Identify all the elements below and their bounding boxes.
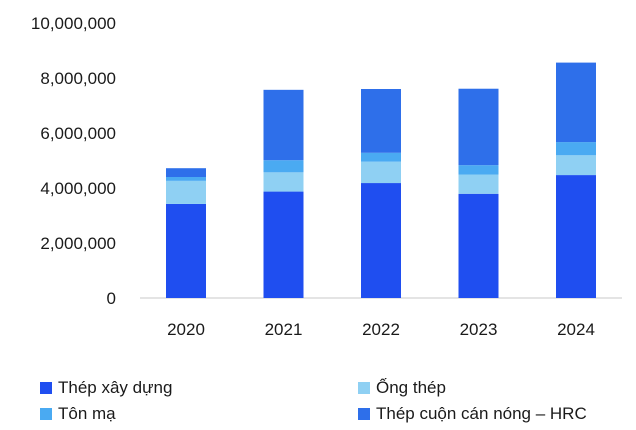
x-tick-label: 2024 [557,320,595,339]
x-tick-label: 2020 [167,320,205,339]
bar-segment [556,175,596,298]
bar-segment [556,155,596,176]
bar-segment [166,168,206,177]
legend-label: Thép xây dựng [58,378,173,397]
y-axis-ticks: 0 2,000,000 4,000,000 6,000,000 8,000,000 10,… [31,14,116,308]
y-tick-label: 2,000,000 [40,234,116,253]
bar-segment [263,160,304,173]
legend-swatch [40,382,52,394]
bar-segment [263,172,304,192]
legend-item-thep-cuon-can-nong-hrc: Thép cuộn cán nóng – HRC [358,402,587,426]
bar-segment [361,161,401,184]
bar-segment [556,62,596,143]
stacked-bar-chart: 0 2,000,000 4,000,000 6,000,000 8,000,000 10,… [31,14,622,339]
y-tick-label: 0 [107,289,116,308]
bar-segment [458,193,499,298]
bar-segment [361,89,401,153]
y-tick-label: 8,000,000 [40,69,116,88]
bar-segment [263,89,304,161]
bar-segment [263,191,304,298]
bar-segment [361,183,401,298]
bar-segment [458,174,499,194]
x-tick-label: 2021 [265,320,303,339]
legend-swatch [358,408,370,420]
bar-segment [166,177,206,181]
legend-swatch [358,382,370,394]
bar-segment [458,165,499,175]
bar-segment [458,88,499,166]
x-axis-ticks: 2020 2021 2022 2023 2024 [167,320,595,339]
legend: Thép xây dựng Ống thép Tôn mạ Thép cuộn … [0,372,636,430]
legend-item-ong-thep: Ống thép [358,376,446,400]
y-tick-label: 10,000,000 [31,14,116,33]
bar-segment [166,180,206,204]
bars-group [166,62,596,298]
x-tick-label: 2023 [460,320,498,339]
bar-segment [361,152,401,162]
legend-label: Ống thép [376,378,446,397]
bar-segment [166,203,206,298]
legend-label: Tôn mạ [58,404,116,423]
legend-swatch [40,408,52,420]
x-tick-label: 2022 [362,320,400,339]
legend-item-ton-ma: Tôn mạ [40,402,116,426]
y-tick-label: 6,000,000 [40,124,116,143]
bar-segment [556,142,596,156]
legend-label: Thép cuộn cán nóng – HRC [376,404,587,423]
y-tick-label: 4,000,000 [40,179,116,198]
legend-item-thep-xay-dung: Thép xây dựng [40,376,172,400]
